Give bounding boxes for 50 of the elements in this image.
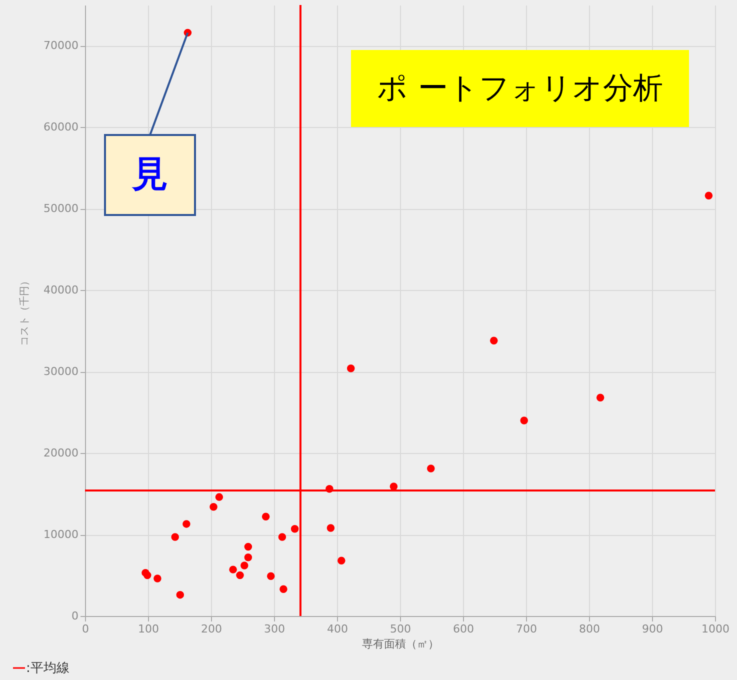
point	[262, 512, 270, 520]
y-axis-title: コスト（千円）	[18, 276, 31, 346]
x-tick-label: 100	[138, 622, 159, 636]
point	[171, 533, 179, 541]
point	[704, 192, 713, 200]
point	[346, 364, 355, 372]
x-tick-label: 700	[516, 622, 537, 636]
y-tick-label: 40000	[44, 284, 78, 297]
y-tick-label: 50000	[44, 202, 78, 216]
annotation: 見	[131, 154, 168, 195]
x-tick-label: 600	[453, 622, 474, 636]
x-tick-label: 1000	[702, 622, 730, 636]
x-tick-label: 800	[579, 622, 600, 636]
point	[176, 590, 184, 599]
point	[338, 556, 346, 564]
point	[240, 562, 248, 570]
x-tick-label: 500	[390, 622, 411, 636]
x-tick-label: 200	[201, 622, 222, 636]
point	[182, 520, 190, 528]
point	[326, 524, 335, 532]
point	[154, 574, 162, 582]
point	[390, 482, 398, 490]
point	[490, 336, 498, 345]
point	[280, 585, 288, 593]
point	[210, 502, 218, 511]
y-tick-label: 10000	[44, 528, 78, 542]
point	[290, 524, 299, 533]
x-tick-label: 300	[264, 622, 285, 636]
point	[426, 464, 435, 472]
x-tick-label: 400	[327, 622, 348, 636]
y-tick-label: 70000	[44, 39, 78, 52]
text: ポ ートフォリオ分析	[377, 71, 663, 106]
point	[143, 571, 152, 580]
point	[278, 533, 286, 541]
x-axis-title: 専有面積（㎡）	[362, 638, 439, 650]
point	[596, 394, 604, 402]
legend-label: :平均線	[26, 661, 70, 676]
point	[229, 566, 237, 574]
x-tick-label: 900	[642, 622, 663, 636]
point	[520, 416, 528, 424]
y-tick-label: 60000	[44, 120, 78, 134]
point	[244, 542, 252, 551]
point	[236, 571, 244, 580]
point	[215, 493, 224, 501]
x-tick-label: 0	[82, 622, 89, 636]
y-tick-label: 0	[72, 610, 78, 622]
point	[266, 572, 275, 580]
y-tick-label: 20000	[44, 446, 78, 460]
y-tick-label: 30000	[44, 365, 78, 378]
point	[244, 553, 252, 562]
